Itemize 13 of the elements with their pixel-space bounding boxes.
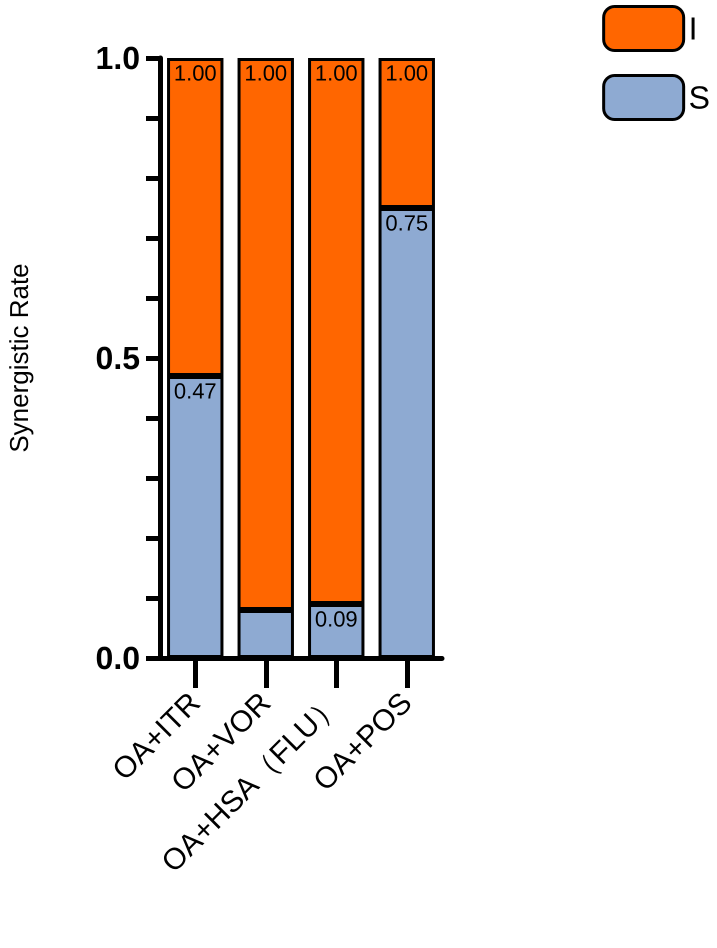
- y-tick-label: 1.0: [96, 40, 140, 76]
- data-label: 0.09: [314, 606, 358, 632]
- total-label: 1.00: [385, 60, 428, 86]
- data-label: 0.75: [385, 210, 428, 236]
- y-tick-label: 0.5: [96, 340, 140, 376]
- legend-label: S: [688, 80, 710, 116]
- legend-label: I: [688, 10, 698, 46]
- total-label: 1.00: [174, 60, 217, 86]
- total-label: 1.00: [244, 60, 288, 86]
- y-tick-label: 0.0: [96, 640, 140, 676]
- y-axis-title: Synergistic Rate: [4, 263, 34, 453]
- data-label: 0.47: [174, 378, 217, 404]
- total-label: 1.00: [314, 60, 358, 86]
